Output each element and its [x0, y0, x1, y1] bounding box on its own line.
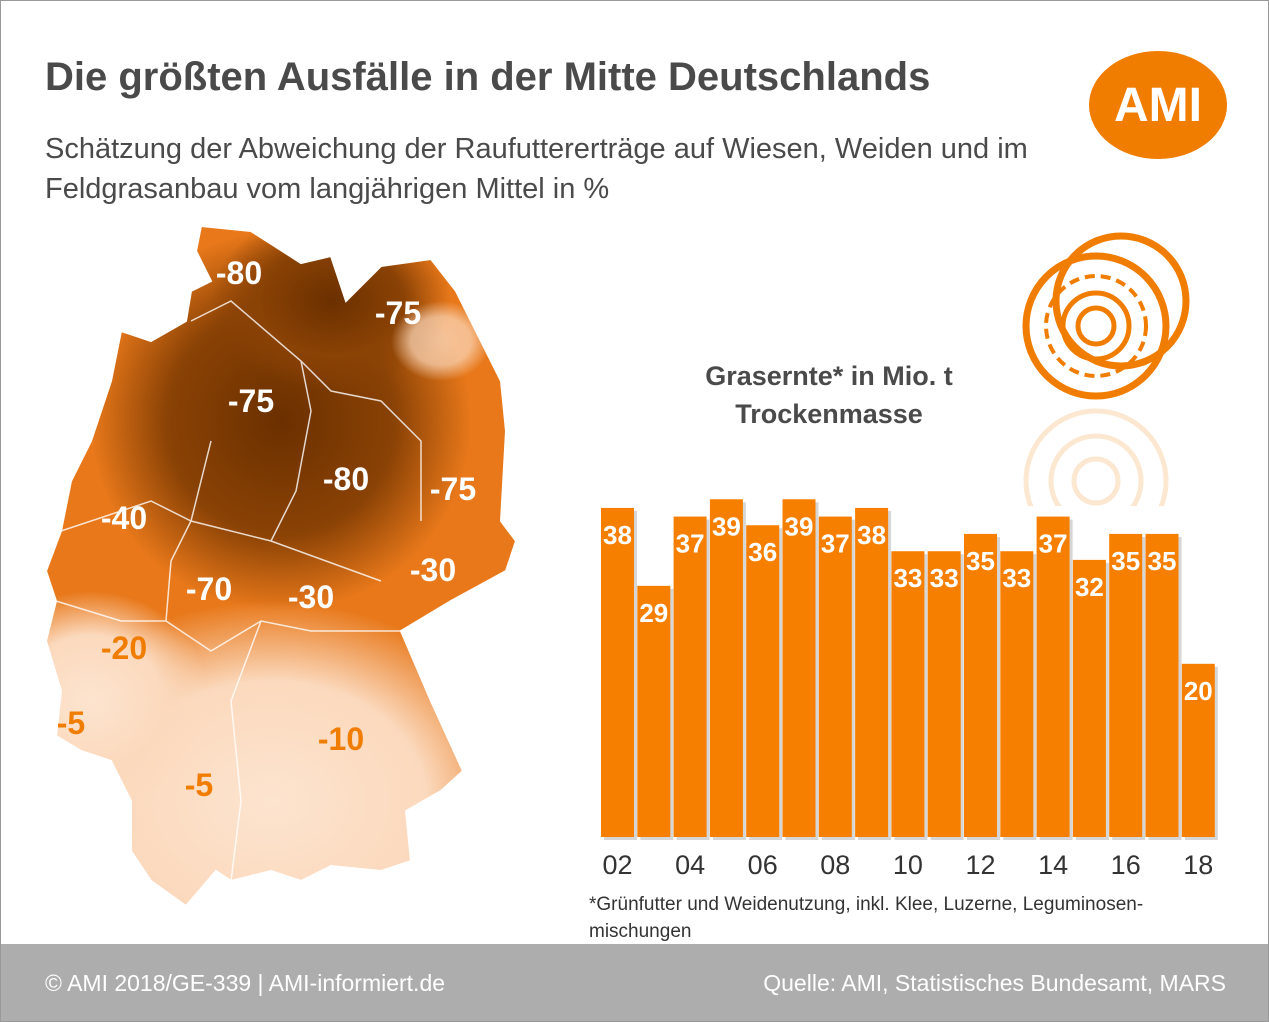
map-region-label: -80 — [323, 461, 369, 497]
bar-value-label: 33 — [1002, 563, 1031, 593]
chart-title-line1: Grasernte* in Mio. t — [705, 361, 953, 391]
bar-17 — [1145, 533, 1179, 837]
map-region-label: -5 — [57, 705, 85, 741]
footer: © AMI 2018/GE-339 | AMI-informiert.de Qu… — [1, 944, 1268, 1021]
x-tick-label: 02 — [602, 850, 632, 880]
bar-03 — [637, 585, 671, 837]
bar-value-label: 37 — [821, 529, 850, 559]
bar-value-label: 33 — [930, 563, 959, 593]
bar-16 — [1109, 533, 1143, 837]
ami-logo: AMI — [1089, 51, 1227, 159]
bar-06 — [746, 525, 780, 837]
hay-bale-icon — [1022, 232, 1190, 506]
x-tick-label: 04 — [675, 850, 705, 880]
page-title: Die größten Ausfälle in der Mitte Deutsc… — [45, 55, 931, 99]
map-region-label: -5 — [185, 767, 213, 803]
bar-value-label: 32 — [1075, 572, 1104, 602]
x-tick-label: 18 — [1183, 850, 1213, 880]
bar-18 — [1181, 663, 1215, 837]
map-region-label: -70 — [186, 571, 232, 607]
bar-value-label: 29 — [639, 598, 668, 628]
bar-value-label: 33 — [893, 563, 922, 593]
bar-value-label: 39 — [712, 511, 741, 541]
x-tick-label: 14 — [1038, 850, 1068, 880]
chart-title: Grasernte* in Mio. t Trockenmasse — [651, 357, 1007, 433]
bar-13 — [1000, 551, 1034, 837]
map-region-label: -30 — [410, 552, 456, 588]
x-tick-label: 12 — [965, 850, 995, 880]
map-region-label: -75 — [228, 383, 274, 419]
bar-value-label: 36 — [748, 537, 777, 567]
bar-11 — [927, 551, 961, 837]
page-subtitle: Schätzung der Abweichung der Raufutterer… — [45, 133, 1028, 205]
bar-value-label: 37 — [676, 529, 705, 559]
map-region-label: -75 — [375, 295, 421, 331]
x-tick-label: 16 — [1111, 850, 1141, 880]
map-region-label: -80 — [216, 255, 262, 291]
bar-09 — [855, 507, 889, 837]
map-region-label: -20 — [101, 630, 147, 666]
bar-14 — [1036, 516, 1070, 837]
bar-12 — [964, 533, 997, 837]
bar-value-label: 37 — [1039, 529, 1068, 559]
bar-05 — [709, 499, 743, 837]
bar-02 — [601, 507, 634, 837]
bar-value-label: 38 — [857, 520, 886, 550]
bar-08 — [818, 516, 852, 837]
footer-source: Quelle: AMI, Statistisches Bundesamt, MA… — [763, 970, 1226, 996]
chart-footnote: *Grünfutter und Weidenutzung, inkl. Klee… — [589, 894, 1144, 942]
germany-map: -80 -75 -75 -80 -75 -40 -30 -70 -30 -20 -5 -10 -5 — [45, 225, 517, 907]
map-region-label: -30 — [288, 579, 334, 615]
bar-value-label: 35 — [1111, 546, 1140, 576]
chart-title-line2: Trockenmasse — [735, 399, 923, 429]
bar-15 — [1072, 559, 1106, 837]
bar-value-label: 38 — [603, 520, 632, 550]
footer-copyright: © AMI 2018/GE-339 | AMI-informiert.de — [45, 970, 446, 996]
bar-07 — [782, 499, 816, 837]
bar-value-label: 20 — [1184, 676, 1213, 706]
map-region-label: -40 — [101, 500, 147, 536]
bar-04 — [673, 516, 707, 837]
x-tick-label: 10 — [893, 850, 923, 880]
map-region-label: -10 — [318, 721, 364, 757]
bar-value-label: 35 — [966, 546, 995, 576]
bar-10 — [891, 551, 925, 837]
bar-value-label: 39 — [785, 511, 814, 541]
x-tick-label: 06 — [748, 850, 778, 880]
map-region-label: -75 — [430, 471, 476, 507]
x-tick-label: 08 — [820, 850, 850, 880]
bar-value-label: 35 — [1148, 546, 1177, 576]
